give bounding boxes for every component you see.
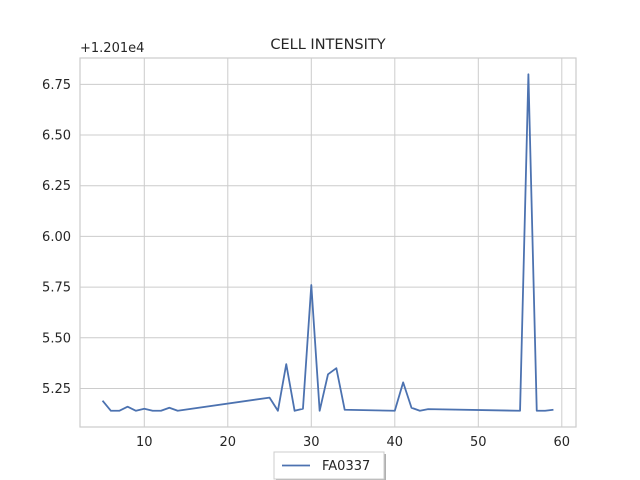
- x-tick-label: 40: [387, 435, 404, 450]
- series-line-fa0337: [101, 73, 554, 412]
- series-lines: [101, 73, 554, 412]
- x-tick-labels: 10 20 30 40 50 60: [136, 435, 570, 450]
- x-tick-label: 20: [220, 435, 237, 450]
- y-offset-label: +1.201e4: [80, 41, 144, 56]
- legend[interactable]: FA0337: [273, 451, 386, 480]
- x-tick-label: 50: [470, 435, 487, 450]
- y-tick-labels: 5.25 5.50 5.75 6.00 6.25 6.50 6.75: [42, 78, 71, 397]
- y-tick-label: 6.50: [42, 129, 71, 144]
- x-tick-label: 60: [554, 435, 571, 450]
- y-tick-label: 6.75: [42, 78, 71, 93]
- y-tick-label: 5.25: [42, 382, 71, 397]
- legend-label: FA0337: [322, 459, 370, 474]
- chart-title: CELL INTENSITY: [270, 37, 385, 53]
- x-tick-label: 30: [303, 435, 320, 450]
- y-tick-label: 5.50: [42, 331, 71, 346]
- x-tick-label: 10: [136, 435, 153, 450]
- axes-frame: [79, 57, 577, 428]
- y-tick-label: 5.75: [42, 281, 71, 296]
- grid-lines: [80, 58, 576, 427]
- y-tick-label: 6.25: [42, 179, 71, 194]
- y-tick-label: 6.00: [42, 230, 71, 245]
